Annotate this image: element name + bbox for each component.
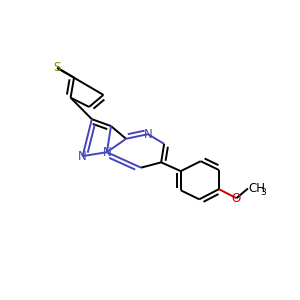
Text: 3: 3 xyxy=(261,188,266,197)
Text: O: O xyxy=(232,192,241,205)
Text: N: N xyxy=(103,146,111,159)
Text: CH: CH xyxy=(248,182,265,195)
Text: S: S xyxy=(53,61,61,74)
Text: N: N xyxy=(144,128,152,141)
Text: N: N xyxy=(78,150,87,163)
